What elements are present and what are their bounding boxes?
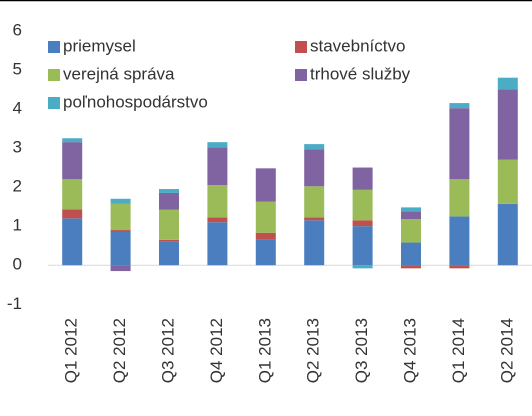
bar-segment: [159, 209, 179, 240]
legend-swatch: [48, 97, 60, 109]
legend-swatch: [48, 69, 60, 81]
y-tick-label: -1: [7, 294, 22, 313]
bar-segment: [159, 239, 179, 242]
x-tick-label: Q3 2013: [352, 318, 371, 383]
legend-label: trhové služby: [310, 64, 411, 83]
bar-segment: [401, 207, 421, 212]
bar-segment: [401, 211, 421, 220]
y-tick-label: 3: [13, 137, 22, 156]
bar-segment: [304, 144, 325, 150]
y-tick-label: 0: [13, 255, 22, 274]
bar-segment: [207, 222, 228, 266]
y-tick-label: 1: [13, 216, 22, 235]
x-tick-label: Q3 2012: [158, 318, 177, 383]
bar-segment: [62, 179, 83, 210]
bar-segment: [159, 192, 179, 210]
y-tick-label: 5: [13, 59, 22, 78]
x-tick-label: Q4 2013: [400, 318, 419, 383]
x-tick-label: Q2 2012: [110, 318, 129, 383]
bar-segment: [304, 186, 325, 218]
bar-segment: [62, 209, 83, 219]
bar-segment: [352, 226, 373, 266]
legend-label: poľnohospodárstvo: [63, 92, 208, 111]
bar-segment: [497, 203, 518, 266]
bar-segment: [352, 167, 373, 190]
legend-swatch: [295, 69, 307, 81]
bar-segment: [62, 138, 83, 143]
legend-label: verejná správa: [63, 64, 175, 83]
bar-segment: [449, 265, 470, 269]
x-tick-label: Q1 2012: [62, 318, 81, 383]
bar-segment: [401, 242, 421, 266]
y-tick-label: 6: [13, 20, 22, 39]
legend-label: priemysel: [63, 36, 136, 55]
bar-segment: [110, 198, 131, 204]
bar-segment: [497, 89, 518, 160]
bar-segment: [62, 142, 83, 180]
bar-segment: [352, 189, 373, 221]
bar-segment: [110, 203, 131, 231]
bar-segment: [401, 219, 421, 243]
bar-segment: [110, 230, 131, 233]
bar-segment: [110, 232, 131, 266]
bar-segment: [497, 77, 518, 90]
bar-segment: [159, 189, 179, 193]
legend-swatch: [295, 41, 307, 53]
x-tick-label: Q2 2013: [304, 318, 323, 383]
bar-segment: [207, 217, 228, 223]
bar-segment: [497, 159, 518, 204]
y-tick-label: 4: [13, 98, 22, 117]
bar-segment: [304, 220, 325, 266]
bar-segment: [255, 201, 276, 233]
bar-segment: [159, 241, 179, 266]
bar-segment: [255, 168, 276, 202]
bar-segment: [207, 147, 228, 186]
bar-segment: [110, 265, 131, 272]
bar-segment: [255, 239, 276, 266]
bar-segment: [401, 265, 421, 269]
bar-segment: [449, 103, 470, 109]
bar-segment: [255, 232, 276, 240]
x-tick-label: Q1 2014: [449, 318, 468, 383]
bar-segment: [304, 217, 325, 221]
legend-label: stavebníctvo: [310, 36, 405, 55]
bar-segment: [449, 216, 470, 266]
bar-segment: [449, 108, 470, 180]
x-tick-label: Q1 2013: [255, 318, 274, 383]
bar-segment: [352, 265, 373, 269]
bar-segment: [352, 220, 373, 227]
bar-segment: [304, 149, 325, 187]
bar-segment: [449, 179, 470, 217]
legend-swatch: [48, 41, 60, 53]
y-tick-label: 2: [13, 177, 22, 196]
x-tick-label: Q4 2012: [207, 318, 226, 383]
bar-segment: [207, 185, 228, 218]
x-tick-label: Q2 2014: [497, 318, 516, 383]
bar-segment: [62, 218, 83, 266]
bar-segment: [207, 142, 228, 148]
